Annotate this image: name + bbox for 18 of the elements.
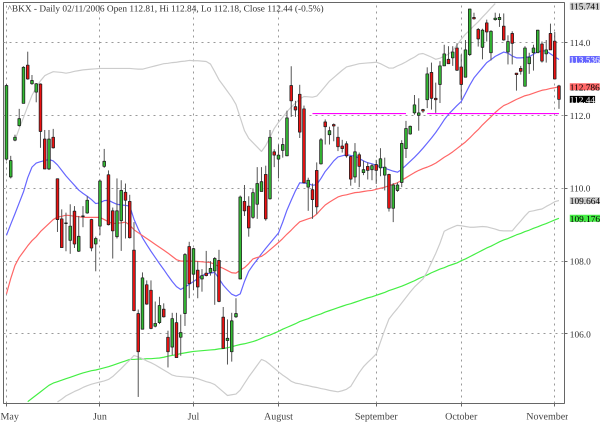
y-tick-label: 108.0 — [570, 258, 592, 268]
y-tick-label: 112.0 — [570, 112, 591, 122]
line-series — [6, 86, 560, 294]
x-tick-label: Jun — [93, 412, 107, 422]
y-tick-label: 110.0 — [570, 184, 591, 195]
text: 115.741 — [570, 2, 600, 12]
data-label: 113.536 — [570, 56, 600, 66]
x-tick-label: September — [354, 412, 398, 422]
x-tick-label: November — [526, 412, 570, 422]
x-tick-label: August — [264, 412, 294, 422]
x-tick-label: May — [0, 412, 19, 422]
y-tick-label: 114.0 — [570, 39, 591, 50]
chart-title: ^BKX - Daily 02/11/2006 Open 112.81, Hi 112.84, Lo 112.18, Close 112.44 (-0.5%) — [8, 4, 324, 14]
x-tick-label: Jul — [188, 412, 200, 422]
text: 112.44 — [570, 96, 596, 106]
x-tick-label: October — [445, 412, 478, 422]
data-label: 109.664 — [570, 196, 600, 207]
y-tick-label: 106.0 — [570, 330, 592, 340]
